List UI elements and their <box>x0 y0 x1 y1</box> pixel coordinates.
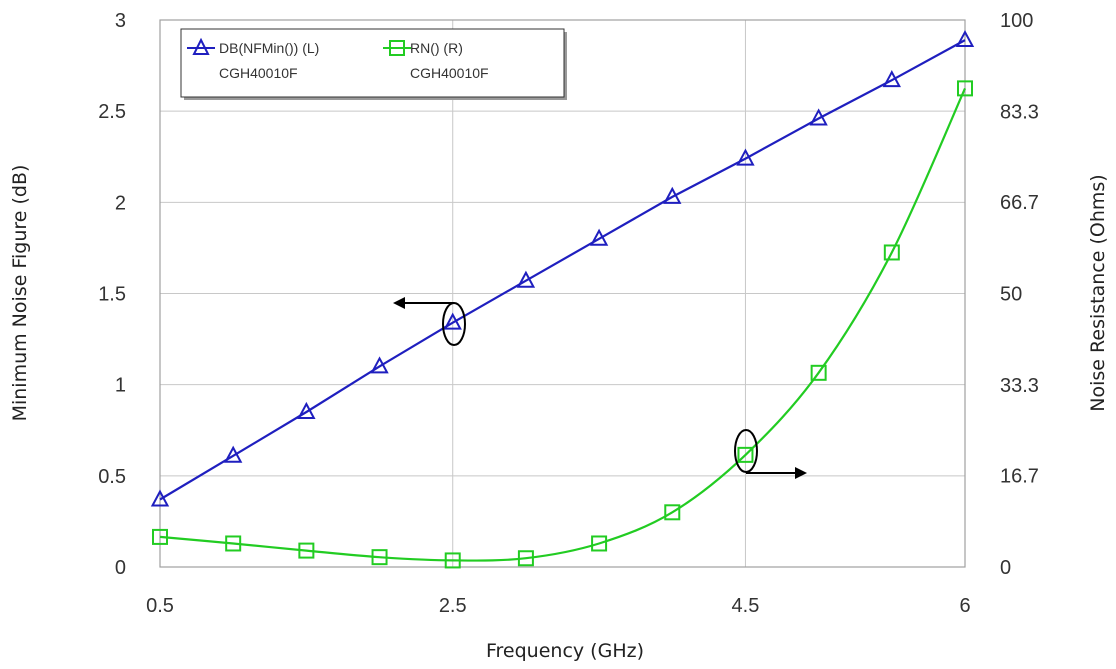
series-line <box>159 87 967 562</box>
y-left-tick-label: 3 <box>115 10 126 32</box>
y-right-tick-labels: 0 16.7 33.3 50 66.7 83.3 100 <box>1000 10 1039 579</box>
data-point-triangle <box>736 148 755 166</box>
data-point-square <box>957 80 973 97</box>
legend: DB(NFMin()) (L) CGH40010F RN() (R) CGH40… <box>180 28 567 100</box>
x-tick-label: 2.5 <box>439 595 467 617</box>
y-right-tick-label: 66.7 <box>1000 192 1039 214</box>
y-left-tick-label: 1 <box>115 375 126 397</box>
y-left-tick-label: 1.5 <box>98 284 126 306</box>
y-left-axis-title: Minimum Noise Figure (dB) <box>9 165 31 422</box>
data-point-triangle <box>150 489 170 507</box>
data-point-square <box>664 504 681 521</box>
legend-triangle-icon <box>192 37 210 55</box>
y-left-tick-label: 2 <box>115 192 126 214</box>
series-rn <box>152 80 973 569</box>
data-point-triangle <box>443 312 462 330</box>
data-point-square <box>298 542 315 559</box>
x-tick-label: 4.5 <box>732 595 760 617</box>
legend-label-rn: RN() (R) <box>410 40 463 56</box>
data-point-triangle <box>882 70 901 88</box>
left-axis-indicator <box>393 297 466 346</box>
data-point-triangle <box>589 228 609 246</box>
data-point-square <box>737 446 754 463</box>
x-axis-title: Frequency (GHz) <box>486 640 644 662</box>
left-indicator-arrowhead <box>393 297 405 309</box>
y-right-tick-label: 50 <box>1000 284 1022 306</box>
x-tick-label: 0.5 <box>146 595 174 617</box>
data-point-square <box>225 535 242 552</box>
y-right-tick-label: 16.7 <box>1000 466 1039 488</box>
data-point-square <box>444 552 461 569</box>
series-nfmin <box>150 29 975 507</box>
right-indicator-arrowhead <box>795 467 807 479</box>
x-tick-label: 6 <box>959 595 970 617</box>
plot-frame <box>159 19 966 568</box>
y-left-tick-label: 2.5 <box>98 101 126 123</box>
data-point-triangle <box>297 401 316 420</box>
data-point-square <box>810 364 827 381</box>
y-right-tick-label: 33.3 <box>1000 375 1039 397</box>
data-point-square <box>517 550 534 567</box>
data-point-triangle <box>224 445 243 463</box>
data-point-square <box>591 535 608 552</box>
data-point-square <box>883 244 900 261</box>
series-line <box>159 39 966 501</box>
series-layer <box>150 29 975 569</box>
y-left-tick-label: 0 <box>115 557 126 579</box>
legend-box <box>180 28 565 98</box>
y-right-tick-label: 0 <box>1000 557 1011 579</box>
y-right-tick-label: 83.3 <box>1000 101 1039 123</box>
legend-sublabel-rn: CGH40010F <box>410 65 489 81</box>
y-left-tick-labels: 0 0.5 1 1.5 2 2.5 3 <box>98 10 126 579</box>
legend-entry-nfmin: DB(NFMin()) (L) CGH40010F <box>187 37 319 81</box>
y-right-axis-title: Noise Resistance (Ohms) <box>1087 174 1109 411</box>
data-point-triangle <box>663 186 682 204</box>
legend-entry-rn: RN() (R) CGH40010F <box>383 40 489 81</box>
data-point-triangle <box>809 108 828 126</box>
data-point-triangle <box>516 270 536 288</box>
right-axis-indicator <box>734 429 807 479</box>
data-point-triangle <box>955 29 975 48</box>
y-left-tick-label: 0.5 <box>98 466 126 488</box>
x-tick-labels: 0.5 2.5 4.5 6 <box>146 595 970 617</box>
data-point-triangle <box>370 356 389 374</box>
legend-label-nfmin: DB(NFMin()) (L) <box>219 40 319 56</box>
legend-sublabel-nfmin: CGH40010F <box>219 65 298 81</box>
y-right-tick-label: 100 <box>1000 10 1033 32</box>
data-point-square <box>371 549 388 566</box>
data-point-square <box>152 528 168 545</box>
legend-square-icon <box>389 40 405 56</box>
